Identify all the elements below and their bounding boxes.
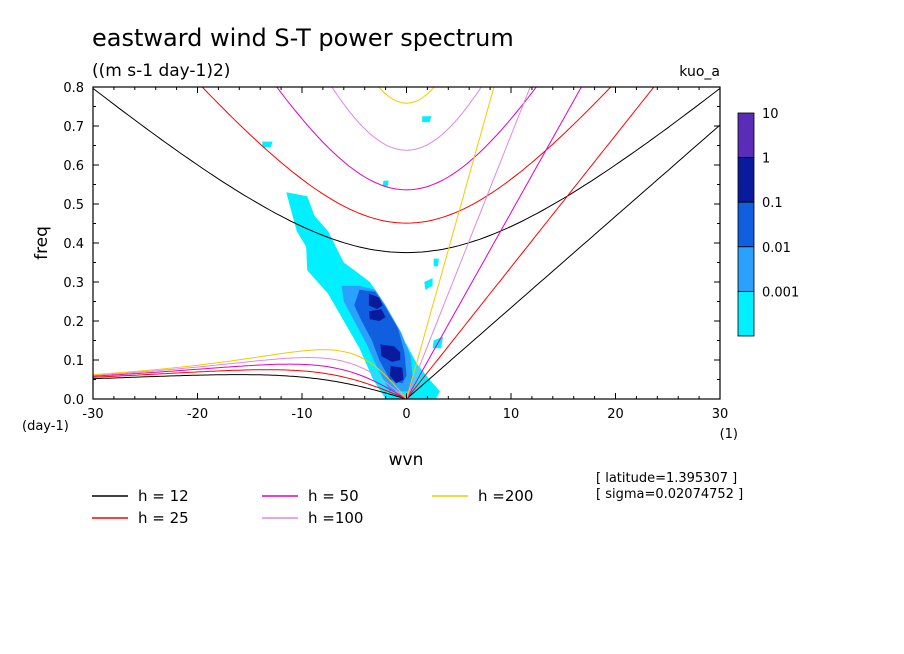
legend-label: h = 12 (138, 487, 189, 505)
power-region (262, 141, 273, 148)
y-tick-label: 0.0 (63, 393, 84, 408)
rossby-curve (93, 349, 407, 399)
gravity-curve (331, 87, 482, 151)
colorbar-swatch (737, 246, 755, 292)
gravity-curve (93, 88, 720, 254)
axis-layer: -30 -20 -10 0 10 20 30 0.0 0.1 0.2 0.3 0.4 0.5 0.6 0.7… (63, 81, 728, 422)
sigma-annotation: [ sigma=0.02074752 ] (596, 487, 743, 502)
legend-label: h =200 (478, 487, 533, 505)
rossby-curve (93, 369, 407, 399)
y-tick-label: 0.6 (63, 159, 84, 174)
kelvin-curve (406, 87, 582, 399)
colorbar-swatch (737, 157, 755, 203)
x-tick-label: 10 (503, 407, 520, 422)
power-region (368, 293, 383, 310)
rossby-curve (93, 363, 407, 399)
power-region (382, 180, 389, 187)
colorbar-swatch (737, 112, 755, 158)
colorbar-label: 0.001 (762, 285, 799, 300)
rossby-curve (93, 374, 407, 399)
dispersion-curve-layer (93, 87, 720, 399)
power-region (422, 116, 432, 123)
x-tick-label: -10 (291, 407, 312, 422)
colorbar-swatch (737, 201, 755, 248)
y-tick-label: 0.2 (63, 315, 84, 330)
y-tick-label: 0.5 (63, 198, 84, 213)
gravity-curve (201, 87, 612, 224)
chart-title: eastward wind S-T power spectrum (92, 24, 514, 52)
legend: h = 12 h = 25 h = 50 h =100 h =200 (92, 487, 533, 527)
power-region (433, 258, 439, 267)
y-tick-label: 0.3 (63, 276, 84, 291)
colorbar-swatch (737, 290, 755, 337)
chart-subtitle: ((m s-1 day-1)2) (92, 61, 230, 81)
kelvin-curve (406, 124, 720, 399)
y-tick-label: 0.8 (63, 81, 84, 96)
legend-label: h = 50 (308, 487, 359, 505)
legend-label: h =100 (308, 509, 363, 527)
power-region (368, 309, 386, 321)
gravity-curve (276, 87, 537, 191)
latitude-annotation: [ latitude=1.395307 ] (596, 471, 737, 486)
x-tick-label: 30 (712, 407, 729, 422)
power-contour-layer (262, 116, 444, 399)
x-tick-label: 0 (402, 407, 410, 422)
x-axis-label: wvn (389, 450, 424, 470)
rossby-curve (93, 356, 407, 399)
kelvin-curve (406, 87, 495, 399)
power-region (424, 278, 433, 290)
y-axis-unit: (day-1) (22, 419, 69, 434)
power-region (380, 344, 401, 362)
kelvin-curve (406, 87, 655, 399)
x-tick-label: -30 (82, 407, 103, 422)
y-tick-label: 0.4 (63, 237, 84, 252)
colorbar-label: 10 (762, 107, 779, 122)
y-tick-label: 0.7 (63, 120, 84, 135)
x-axis-unit: (1) (720, 427, 738, 442)
colorbar-label: 1 (762, 152, 770, 167)
chart-tag: kuo_a (679, 64, 720, 80)
y-tick-label: 0.1 (63, 354, 84, 369)
x-tick-label: -20 (187, 407, 208, 422)
kelvin-curve (406, 87, 531, 399)
y-axis-label: freq (32, 226, 52, 260)
gravity-curve (378, 87, 435, 104)
x-tick-label: 20 (607, 407, 624, 422)
legend-label: h = 25 (138, 509, 189, 527)
colorbar-label: 0.1 (762, 196, 783, 211)
colorbar: 10 1 0.1 0.01 0.001 (737, 107, 799, 337)
colorbar-label: 0.01 (762, 241, 791, 256)
power-region (389, 365, 404, 384)
